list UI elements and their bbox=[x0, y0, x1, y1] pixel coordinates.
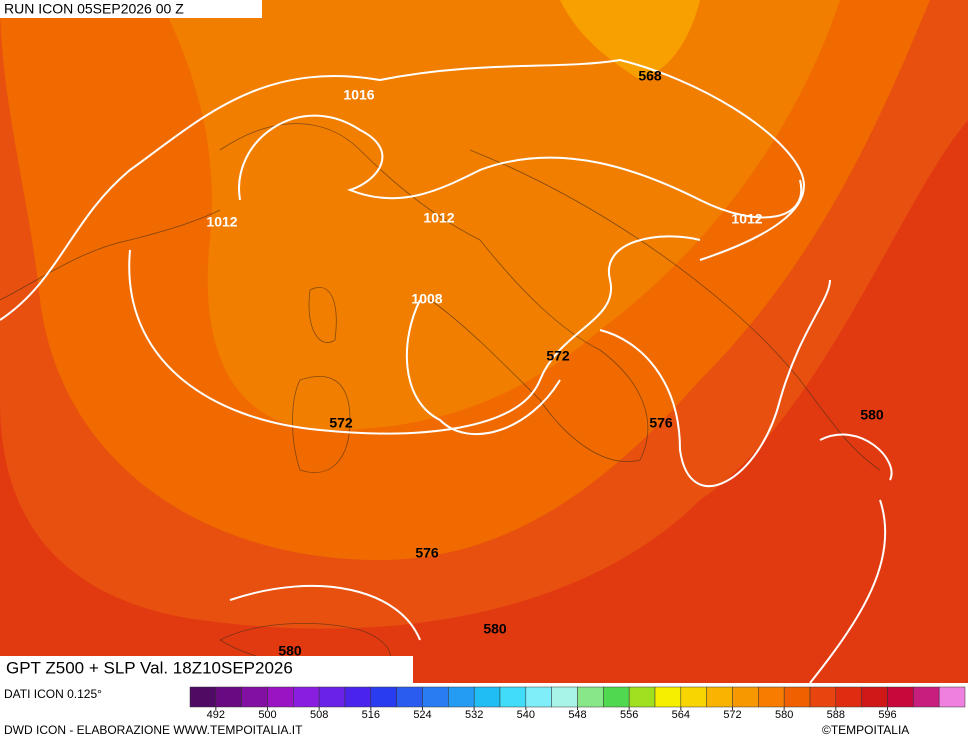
slp-label: 1012 bbox=[423, 210, 454, 226]
title-box bbox=[0, 656, 413, 683]
legend-swatch bbox=[422, 686, 449, 708]
colorbar: 492 500 508 516 524 532 540 548 556 564 572 580 588 5… bbox=[189, 686, 966, 721]
run-label: RUN ICON 05SEP2026 00 Z bbox=[4, 1, 184, 17]
legend-swatch bbox=[499, 686, 527, 708]
zone-568 bbox=[560, 0, 700, 80]
legend-swatch bbox=[938, 686, 966, 708]
legend-tick-label: 532 bbox=[465, 709, 483, 721]
legend-tick-label: 516 bbox=[362, 709, 380, 721]
z500-label: 568 bbox=[638, 68, 662, 84]
z500-label: 580 bbox=[860, 407, 884, 423]
legend-tick-label: 596 bbox=[878, 709, 896, 721]
legend-swatch bbox=[473, 686, 501, 708]
legend-tick-label: 580 bbox=[775, 709, 793, 721]
legend-tick-label: 500 bbox=[258, 709, 276, 721]
z500-label: 572 bbox=[329, 415, 353, 431]
legend-swatch bbox=[525, 686, 552, 708]
map-title: GPT Z500 + SLP Val. 18Z10SEP2026 bbox=[6, 658, 293, 677]
legend-tick-label: 556 bbox=[620, 709, 638, 721]
legend-swatch bbox=[680, 686, 707, 708]
legend-tick-label: 572 bbox=[723, 709, 741, 721]
legend-swatch bbox=[758, 686, 785, 708]
legend-swatch bbox=[654, 686, 682, 708]
legend-swatch bbox=[732, 686, 759, 708]
slp-label: 1012 bbox=[731, 211, 762, 227]
legend-tick-label: 564 bbox=[672, 709, 690, 721]
legend-swatch bbox=[370, 686, 397, 708]
map: 1016 1012 1012 1012 1008 568 572 572 576 576 580 58… bbox=[0, 0, 968, 683]
source-label: DATI ICON 0.125° bbox=[4, 687, 102, 701]
contour-labels: 1016 1012 1012 1012 1008 568 572 572 576 576 580 58… bbox=[206, 68, 883, 659]
legend-swatch bbox=[448, 686, 475, 708]
legend-swatch bbox=[861, 686, 888, 708]
legend-swatch bbox=[913, 686, 940, 708]
legend-swatch bbox=[241, 686, 268, 708]
legend-swatch bbox=[887, 686, 914, 708]
legend-swatch bbox=[267, 686, 294, 708]
legend-swatch bbox=[809, 686, 837, 708]
legend-swatch bbox=[551, 686, 578, 708]
legend-tick-label: 540 bbox=[517, 709, 535, 721]
legend-swatch bbox=[293, 686, 320, 708]
z500-label: 580 bbox=[278, 643, 302, 659]
zone-572 bbox=[160, 0, 840, 430]
legend-swatch bbox=[603, 686, 630, 708]
slp-label: 1016 bbox=[343, 87, 374, 103]
run-box bbox=[0, 0, 262, 18]
z500-label: 576 bbox=[415, 545, 439, 561]
legend-swatch bbox=[189, 686, 217, 708]
legend-swatch bbox=[628, 686, 656, 708]
legend-swatch bbox=[706, 686, 733, 708]
legend-swatch bbox=[577, 686, 604, 708]
legend-tick-label: 492 bbox=[207, 709, 225, 721]
z500-label: 580 bbox=[483, 621, 507, 637]
legend-swatch bbox=[318, 686, 346, 708]
credit: DWD ICON - ELABORAZIONE WWW.TEMPOITALIA.… bbox=[4, 723, 303, 737]
legend-tick-label: 548 bbox=[568, 709, 586, 721]
slp-label: 1012 bbox=[206, 214, 237, 230]
isobars bbox=[0, 58, 893, 683]
slp-label: 1008 bbox=[411, 291, 442, 307]
legend-tick-label: 524 bbox=[413, 709, 431, 721]
legend-tick-label: 508 bbox=[310, 709, 328, 721]
legend-swatch bbox=[396, 686, 423, 708]
legend-swatch bbox=[215, 686, 242, 708]
legend-swatch bbox=[835, 686, 862, 708]
z500-label: 572 bbox=[546, 348, 570, 364]
legend-swatch bbox=[344, 686, 372, 708]
z500-label: 576 bbox=[649, 415, 673, 431]
legend-tick-label: 588 bbox=[827, 709, 845, 721]
legend-swatch bbox=[783, 686, 811, 708]
copyright: ©TEMPOITALIA bbox=[822, 723, 909, 737]
